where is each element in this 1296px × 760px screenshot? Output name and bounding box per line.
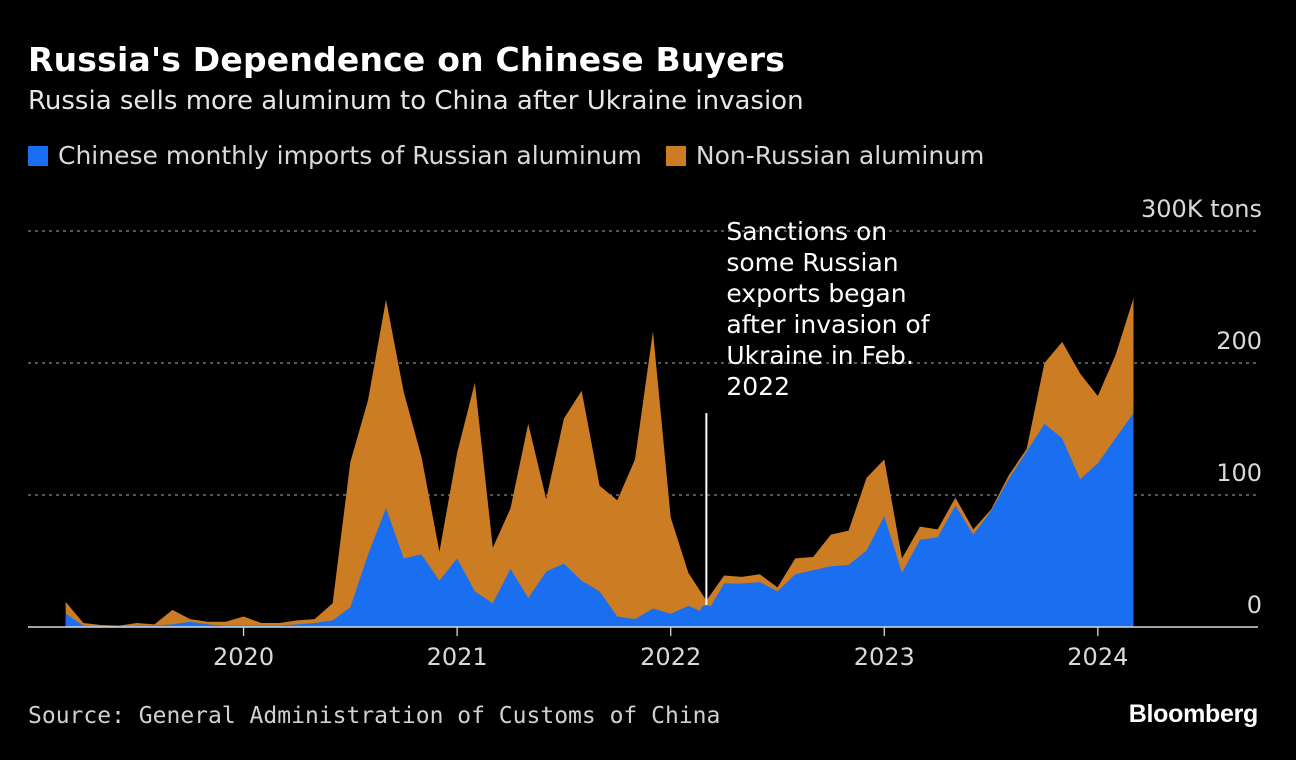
x-tick-label-2024: 2024 <box>1067 643 1128 671</box>
y-tick-label-100: 100 <box>1216 459 1262 487</box>
chart-area: 2020 2021 2022 2023 2024 300K tons 200 100 0 Sanc… <box>28 195 1262 671</box>
chart-title: Russia's Dependence on Chinese Buyers <box>28 40 786 79</box>
chart-subtitle: Russia sells more aluminum to China afte… <box>28 86 804 116</box>
x-tick-label-2020: 2020 <box>213 643 274 671</box>
legend: Chinese monthly imports of Russian alumi… <box>28 141 1008 170</box>
series-area-russian <box>65 413 1134 627</box>
annotation-text-line: some Russian <box>726 248 898 277</box>
legend-swatch-russian <box>28 145 48 166</box>
series-area-non-russian <box>65 298 1134 627</box>
legend-item-russian: Chinese monthly imports of Russian alumi… <box>28 141 642 170</box>
legend-label-russian: Chinese monthly imports of Russian alumi… <box>58 141 642 170</box>
y-tick-label-0: 0 <box>1247 591 1262 619</box>
annotation-text-line: after invasion of <box>726 310 930 339</box>
x-tick-label-2022: 2022 <box>640 643 701 671</box>
legend-label-non-russian: Non-Russian aluminum <box>695 141 985 170</box>
y-tick-label-200: 200 <box>1216 327 1262 355</box>
y-tick-label-300: 300K tons <box>1141 195 1262 223</box>
bloomberg-logo: Bloomberg <box>1128 700 1259 728</box>
annotation-text-line: exports began <box>726 279 906 308</box>
annotation-text-line: 2022 <box>726 372 790 401</box>
annotation-text-line: Sanctions on <box>726 217 887 246</box>
annotation-text-line: Ukraine in Feb. <box>726 341 913 370</box>
annotation-marker <box>700 605 713 617</box>
legend-swatch-non-russian <box>665 145 686 166</box>
x-tick-label-2023: 2023 <box>854 643 915 671</box>
x-tick-label-2021: 2021 <box>427 643 488 671</box>
legend-item-non-russian: Non-Russian aluminum <box>665 141 985 170</box>
source-note: Source: General Administration of Custom… <box>28 703 721 729</box>
